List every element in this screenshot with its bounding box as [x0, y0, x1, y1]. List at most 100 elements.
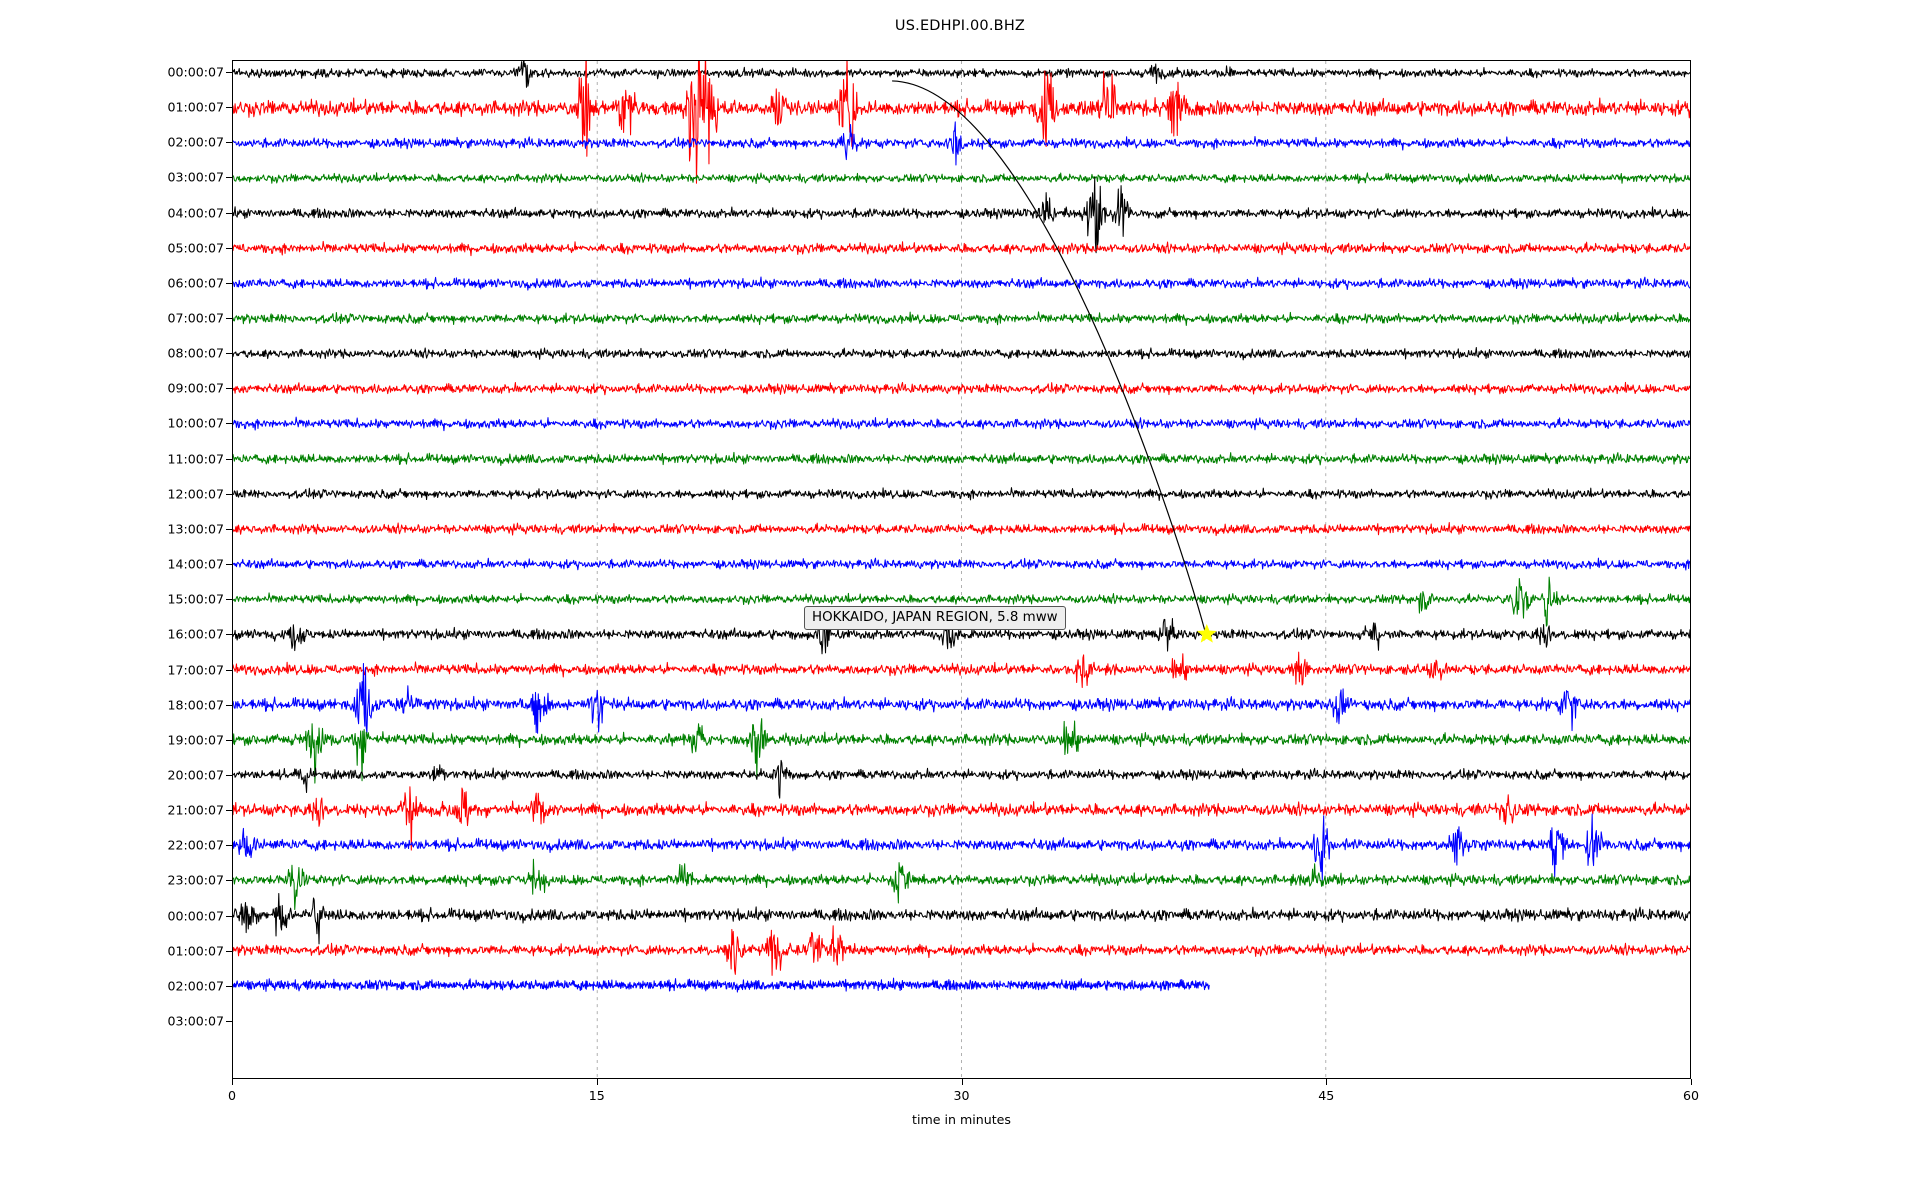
- y-axis-tick-label: 23:00:07: [167, 872, 224, 888]
- y-axis-tick-label: 14:00:07: [167, 556, 224, 572]
- seismogram-traces: [233, 61, 1690, 1078]
- y-axis-tick-label: 11:00:07: [167, 451, 224, 467]
- y-axis-tick-mark: [226, 528, 232, 530]
- y-axis-tick-label: 03:00:07: [167, 169, 224, 185]
- y-axis-tick-mark: [226, 282, 232, 284]
- seismogram-trace: [233, 176, 1690, 254]
- x-axis-tick-label: 45: [1318, 1088, 1335, 1103]
- seismogram-trace: [233, 651, 1690, 689]
- plot-area: [232, 60, 1691, 1079]
- x-axis-tick-mark: [961, 1079, 963, 1085]
- seismogram-trace: [233, 925, 1690, 976]
- x-axis-tick-mark: [1691, 1079, 1692, 1085]
- y-axis-tick-mark: [226, 423, 232, 425]
- y-axis-tick-mark: [226, 353, 232, 355]
- y-axis-tick-mark: [226, 845, 232, 847]
- y-axis-tick-label: 22:00:07: [167, 837, 224, 853]
- y-axis-tick-mark: [226, 704, 232, 706]
- seismogram-trace: [233, 61, 1690, 88]
- seismogram-trace: [233, 576, 1690, 627]
- seismogram-trace: [233, 557, 1690, 571]
- seismogram-trace: [233, 813, 1690, 881]
- y-axis-tick-label: 07:00:07: [167, 310, 224, 326]
- event-annotation-label: HOKKAIDO, JAPAN REGION, 5.8 mww: [804, 606, 1066, 631]
- y-axis-tick-mark: [226, 880, 232, 882]
- y-axis-tick-mark: [226, 774, 232, 776]
- y-axis-tick-label: 10:00:07: [167, 415, 224, 431]
- x-axis-tick-label: 60: [1682, 1088, 1700, 1103]
- y-axis-tick-label: 06:00:07: [167, 275, 224, 291]
- seismogram-trace: [233, 172, 1690, 185]
- y-axis-tick-labels: 00:00:07 01:00:07 02:00:07 03:00:07 04:00:07…: [122, 60, 224, 1079]
- y-axis-tick-mark: [226, 318, 232, 320]
- x-axis-tick-mark: [232, 1079, 233, 1085]
- y-axis-tick-label: 12:00:07: [167, 486, 224, 502]
- y-axis-tick-label: 03:00:07: [167, 1013, 224, 1029]
- seismogram-trace: [233, 451, 1690, 466]
- y-axis-tick-label: 20:00:07: [167, 767, 224, 783]
- seismogram-trace: [233, 416, 1690, 432]
- x-axis-tick-label: 0: [227, 1088, 237, 1103]
- seismogram-trace: [233, 121, 1690, 166]
- y-axis-tick-mark: [226, 915, 232, 917]
- y-axis-tick-label: 13:00:07: [167, 521, 224, 537]
- y-axis-tick-mark: [226, 458, 232, 460]
- y-axis-tick-mark: [226, 177, 232, 179]
- y-axis-tick-mark: [226, 72, 232, 73]
- x-axis-tick-labels: 0 15 30 45 60: [228, 1088, 1699, 1108]
- y-axis-tick-label: 01:00:07: [167, 99, 224, 115]
- y-axis-tick-label: 05:00:07: [167, 240, 224, 256]
- y-axis-tick-mark: [226, 142, 232, 144]
- y-axis-tick-label: 00:00:07: [167, 908, 224, 924]
- y-axis-tick-label: 21:00:07: [167, 802, 224, 818]
- y-axis-tick-mark: [226, 493, 232, 495]
- seismogram-trace: [233, 618, 1690, 655]
- y-axis-tick-label: 18:00:07: [167, 697, 224, 713]
- seismogram-trace: [233, 858, 1690, 911]
- seismogram-trace: [233, 521, 1690, 537]
- seismogram-trace: [233, 718, 1690, 784]
- y-axis-tick-label: 04:00:07: [167, 205, 224, 221]
- y-axis-tick-mark: [226, 1021, 232, 1022]
- y-axis-tick-label: 00:00:07: [167, 64, 224, 80]
- y-axis-tick-mark: [226, 810, 232, 812]
- y-axis-tick-label: 02:00:07: [167, 978, 224, 994]
- annotation-arrow: [892, 80, 1206, 631]
- y-axis-tick-mark: [226, 564, 232, 566]
- y-axis-tick-label: 08:00:07: [167, 345, 224, 361]
- y-axis-tick-label: 16:00:07: [167, 626, 224, 642]
- y-axis-tick-label: 15:00:07: [167, 591, 224, 607]
- y-axis-tick-mark: [226, 247, 232, 249]
- x-axis-tick-label: 15: [588, 1088, 605, 1103]
- y-axis-tick-mark: [226, 739, 232, 741]
- x-axis-tick-mark: [596, 1079, 598, 1085]
- y-axis-tick-mark: [226, 634, 232, 636]
- y-axis-tick-mark: [226, 212, 232, 214]
- y-axis-tick-label: 01:00:07: [167, 943, 224, 959]
- y-axis-tick-mark: [226, 669, 232, 671]
- x-axis-tick-mark: [1326, 1079, 1328, 1085]
- earthquake-star-marker: [1196, 623, 1217, 643]
- y-axis-tick-mark: [226, 107, 232, 109]
- seismogram-trace: [233, 61, 1690, 184]
- y-axis-tick-label: 17:00:07: [167, 662, 224, 678]
- seismogram-trace: [233, 311, 1690, 326]
- seismogram-trace: [233, 487, 1690, 501]
- x-axis-tick-marks: [232, 1079, 1692, 1089]
- seismogram-trace: [233, 977, 1210, 993]
- y-axis-tick-label: 02:00:07: [167, 134, 224, 150]
- y-axis-tick-label: 09:00:07: [167, 380, 224, 396]
- x-axis-tick-label: 30: [953, 1088, 970, 1103]
- seismogram-trace: [233, 663, 1690, 734]
- seismogram-trace: [233, 346, 1690, 361]
- y-axis-tick-mark: [226, 388, 232, 390]
- seismogram-trace: [233, 276, 1690, 291]
- x-axis-label: time in minutes: [912, 1112, 1011, 1127]
- y-axis-tick-mark: [226, 950, 232, 952]
- y-axis-tick-marks: [0, 60, 240, 1079]
- y-axis-tick-mark: [226, 599, 232, 601]
- seismogram-trace: [233, 759, 1690, 799]
- y-axis-tick-mark: [226, 985, 232, 987]
- seismogram-trace: [233, 786, 1690, 851]
